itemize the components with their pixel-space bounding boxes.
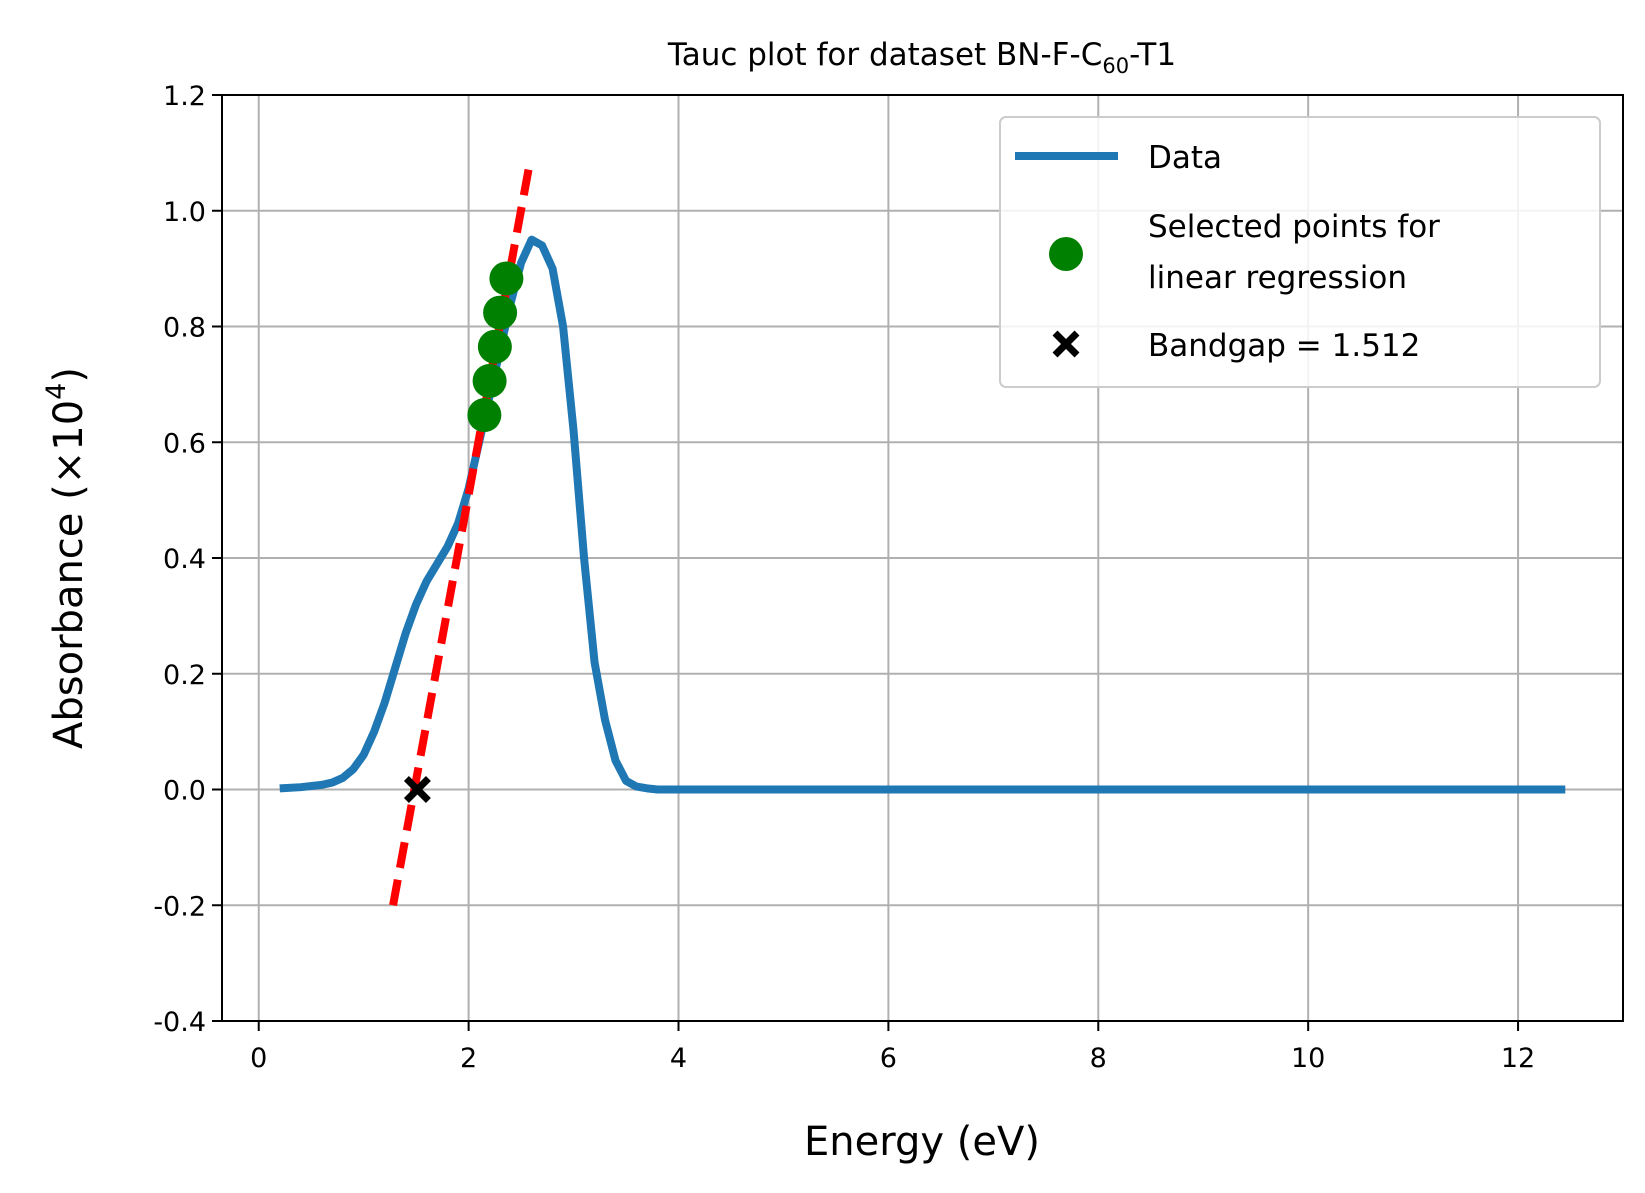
legend-points-swatch	[1049, 237, 1083, 271]
legend-box	[999, 116, 1601, 388]
legend: Data Selected points for linear regressi…	[999, 116, 1601, 388]
x-tick-label: 2	[460, 1043, 477, 1074]
legend-bandgap-swatch	[1052, 330, 1080, 358]
legend-bandgap-label: Bandgap = 1.512	[1148, 328, 1420, 364]
x-tick-label: 0	[250, 1043, 267, 1074]
legend-points-label-line2: linear regression	[1148, 260, 1407, 296]
selected-point	[477, 329, 512, 364]
selected-point	[467, 398, 502, 433]
y-tick-label: 0.6	[163, 428, 206, 459]
selected-points	[467, 261, 524, 433]
selected-point	[489, 261, 524, 296]
legend-bandgap-x	[1052, 330, 1080, 358]
y-tick-label: 0.0	[163, 776, 206, 807]
y-tick-label: 0.4	[163, 544, 206, 575]
bandgap-point	[403, 776, 431, 803]
x-tick-label: 10	[1291, 1043, 1325, 1074]
y-tick-label: 0.8	[163, 313, 206, 344]
y-axis-title: Absorbance (×104)	[41, 367, 92, 749]
bandgap-marker	[403, 776, 431, 803]
chart-title: Tauc plot for dataset BN-F-C60-T1	[667, 37, 1176, 78]
legend-data-label: Data	[1148, 140, 1222, 176]
y-tick-label: 0.2	[163, 660, 206, 691]
plot-area	[279, 157, 1566, 906]
x-axis-title: Energy (eV)	[804, 1119, 1040, 1165]
selected-point	[472, 363, 507, 398]
x-tick-label: 12	[1501, 1043, 1535, 1074]
x-tick-label: 8	[1090, 1043, 1107, 1074]
y-tick-label: 1.0	[163, 197, 206, 228]
y-tick-label: -0.4	[153, 1007, 206, 1038]
x-tick-label: 4	[670, 1043, 687, 1074]
y-tick-label: -0.2	[153, 891, 206, 922]
selected-point	[483, 295, 518, 330]
x-tick-label: 6	[880, 1043, 897, 1074]
legend-points-label-line1: Selected points for	[1148, 209, 1440, 245]
y-tick-label: 1.2	[163, 81, 206, 112]
y-axis-ticks: -0.4 -0.2 0.0 0.2 0.4 0.6 0.8 1.0 1.2	[153, 81, 222, 1038]
x-axis-ticks: 0 2 4 6 8 10 12	[250, 1021, 1535, 1074]
